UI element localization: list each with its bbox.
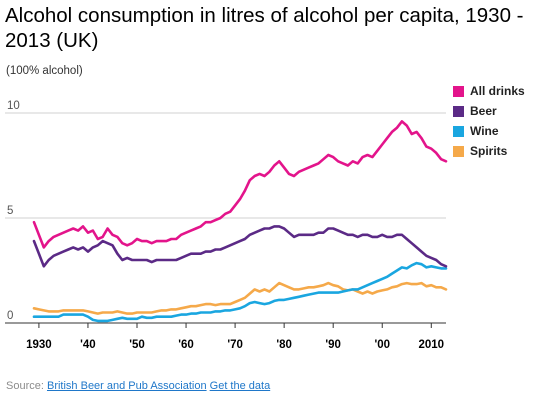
x-tick-label: '00 — [374, 339, 390, 351]
chart-gridlines — [5, 112, 446, 219]
x-tick-label: '90 — [325, 339, 341, 351]
legend-swatch-all-drinks — [453, 85, 464, 97]
chart-legend: All drinks Beer Wine Spirits — [453, 81, 525, 161]
legend-item-beer[interactable]: Beer — [453, 101, 525, 121]
chart-series-lines — [32, 120, 448, 323]
y-tick-label: 10 — [7, 100, 20, 112]
legend-item-wine[interactable]: Wine — [453, 121, 525, 141]
legend-label-all-drinks: All drinks — [470, 84, 525, 98]
series-line-wine — [32, 261, 448, 323]
source-link-bbpa[interactable]: British Beer and Pub Association — [46, 380, 207, 392]
chart-title: Alcohol consumption in litres of alcohol… — [5, 4, 524, 52]
legend-label-spirits: Spirits — [470, 144, 508, 158]
series-line-beer — [32, 225, 448, 268]
y-axis-ticks: 0 5 10 — [7, 100, 20, 322]
legend-item-spirits[interactable]: Spirits — [453, 141, 525, 161]
get-the-data-link[interactable]: Get the data — [209, 380, 271, 392]
chart-subtitle: (100% alcohol) — [6, 65, 83, 77]
legend-label-beer: Beer — [470, 104, 497, 118]
y-tick-label: 0 — [7, 310, 13, 322]
series-line-spirits — [32, 281, 448, 315]
x-tick-label: '70 — [227, 339, 243, 351]
x-tick-label: '60 — [178, 339, 194, 351]
legend-swatch-spirits — [453, 145, 464, 157]
legend-item-all-drinks[interactable]: All drinks — [453, 81, 525, 101]
x-tick-label: '40 — [80, 339, 96, 351]
x-tick-label: 1930 — [26, 339, 52, 351]
x-axis: 1930 '40 '50 '60 '70 '80 '90 '00 2010 — [5, 322, 446, 351]
legend-label-wine: Wine — [470, 124, 499, 138]
x-tick-label: '50 — [129, 339, 145, 351]
x-tick-label: '80 — [276, 339, 292, 351]
y-tick-label: 5 — [7, 205, 13, 217]
source-line: Source: British Beer and Pub Association… — [6, 380, 270, 392]
source-prefix: Source: — [6, 380, 44, 392]
series-line-all-drinks — [32, 120, 448, 249]
legend-swatch-wine — [453, 125, 464, 137]
x-tick-label: 2010 — [418, 339, 444, 351]
legend-swatch-beer — [453, 105, 464, 117]
